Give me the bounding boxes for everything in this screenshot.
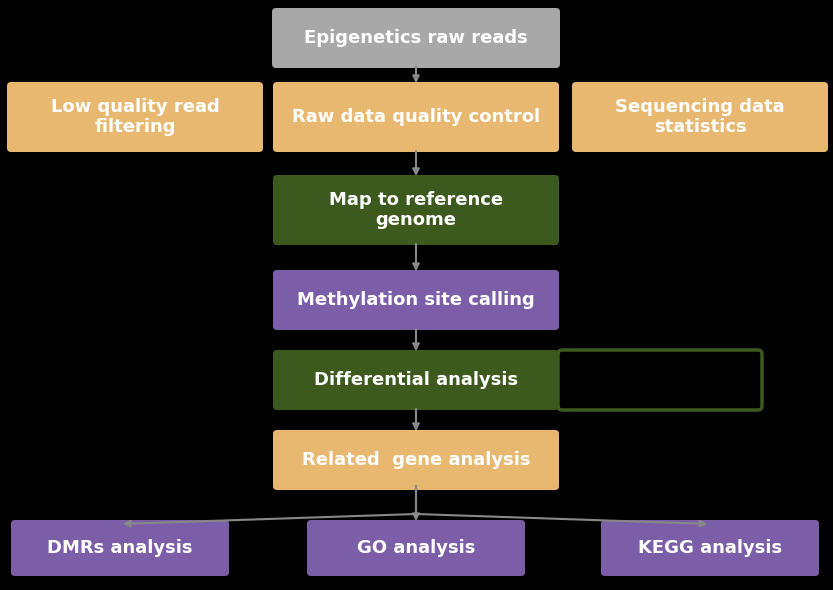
FancyBboxPatch shape (307, 520, 525, 576)
FancyBboxPatch shape (11, 520, 229, 576)
FancyBboxPatch shape (273, 82, 559, 152)
FancyBboxPatch shape (273, 175, 559, 245)
FancyBboxPatch shape (7, 82, 263, 152)
Text: Map to reference
genome: Map to reference genome (329, 191, 503, 230)
Text: Sequencing data
statistics: Sequencing data statistics (616, 97, 785, 136)
FancyBboxPatch shape (273, 430, 559, 490)
FancyBboxPatch shape (273, 350, 559, 410)
Text: Low quality read
filtering: Low quality read filtering (51, 97, 219, 136)
Text: KEGG analysis: KEGG analysis (638, 539, 782, 557)
FancyBboxPatch shape (272, 8, 560, 68)
Text: Epigenetics raw reads: Epigenetics raw reads (304, 29, 528, 47)
Text: DMRs analysis: DMRs analysis (47, 539, 192, 557)
Text: Raw data quality control: Raw data quality control (292, 108, 540, 126)
FancyBboxPatch shape (601, 520, 819, 576)
Text: Differential analysis: Differential analysis (314, 371, 518, 389)
Text: Related  gene analysis: Related gene analysis (302, 451, 531, 469)
Text: Methylation site calling: Methylation site calling (297, 291, 535, 309)
Text: GO analysis: GO analysis (357, 539, 475, 557)
FancyBboxPatch shape (273, 270, 559, 330)
FancyBboxPatch shape (572, 82, 828, 152)
